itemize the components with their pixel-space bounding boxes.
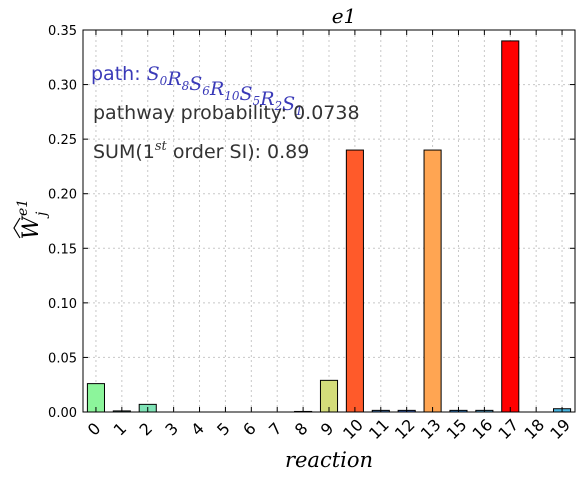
pathway-probability: pathway probability: 0.0738 bbox=[93, 102, 360, 124]
sum-si-annotation: SUM(1st order SI): 0.89 bbox=[93, 139, 309, 163]
path-symbol: R bbox=[259, 88, 274, 110]
y-axis-label-super: e1 bbox=[15, 199, 31, 216]
path-subscript: 8 bbox=[182, 79, 190, 93]
y-tick-label: 0.30 bbox=[48, 79, 77, 94]
path-symbol: S bbox=[240, 83, 253, 105]
chart-title: e1 bbox=[332, 4, 357, 28]
y-axis-label-sub: j bbox=[34, 211, 50, 219]
path-subscript: 6 bbox=[202, 84, 210, 98]
y-tick-label: 0.25 bbox=[48, 133, 77, 148]
y-tick-label: 0.00 bbox=[48, 406, 77, 421]
path-symbol: R bbox=[166, 68, 181, 90]
y-tick-label: 0.15 bbox=[48, 242, 77, 257]
path-symbol: S bbox=[282, 93, 295, 115]
y-axis-label: W j e1 bbox=[13, 199, 50, 239]
path-annotation: path: S0R8S6R10S5R2S1 bbox=[91, 63, 303, 118]
path-label: path: bbox=[91, 63, 147, 85]
y-axis-ticks: 0.00 0.05 0.10 0.15 0.20 0.25 0.30 0.35 bbox=[48, 24, 575, 421]
y-tick-label: 0.20 bbox=[48, 188, 77, 203]
bars bbox=[86, 40, 572, 413]
path-subscript: 2 bbox=[274, 99, 283, 113]
y-axis-label-main: W bbox=[19, 214, 44, 239]
path-subscript: 5 bbox=[253, 94, 261, 108]
path-symbol: R bbox=[209, 78, 224, 100]
y-axis-label-hat bbox=[13, 217, 21, 239]
bar-17 bbox=[501, 40, 520, 413]
sum-superscript: st bbox=[155, 139, 168, 154]
path-symbol: S bbox=[189, 73, 202, 95]
sum-prefix: SUM(1 bbox=[93, 141, 155, 163]
sum-suffix: order SI): 0.89 bbox=[167, 141, 310, 163]
bar-13 bbox=[423, 149, 442, 413]
path-subscript: 0 bbox=[160, 74, 168, 88]
path-subscript: 1 bbox=[295, 104, 303, 118]
y-tick-label: 0.05 bbox=[48, 351, 77, 366]
path-subscript: 10 bbox=[224, 89, 240, 103]
y-tick-label: 0.10 bbox=[48, 297, 77, 312]
path-symbol: S bbox=[147, 63, 160, 85]
path-formula: S0R8S6R10S5R2S1 bbox=[147, 63, 303, 118]
y-tick-label: 0.35 bbox=[48, 24, 77, 39]
x-axis-label: reaction bbox=[285, 448, 373, 472]
bar-10 bbox=[345, 149, 364, 413]
